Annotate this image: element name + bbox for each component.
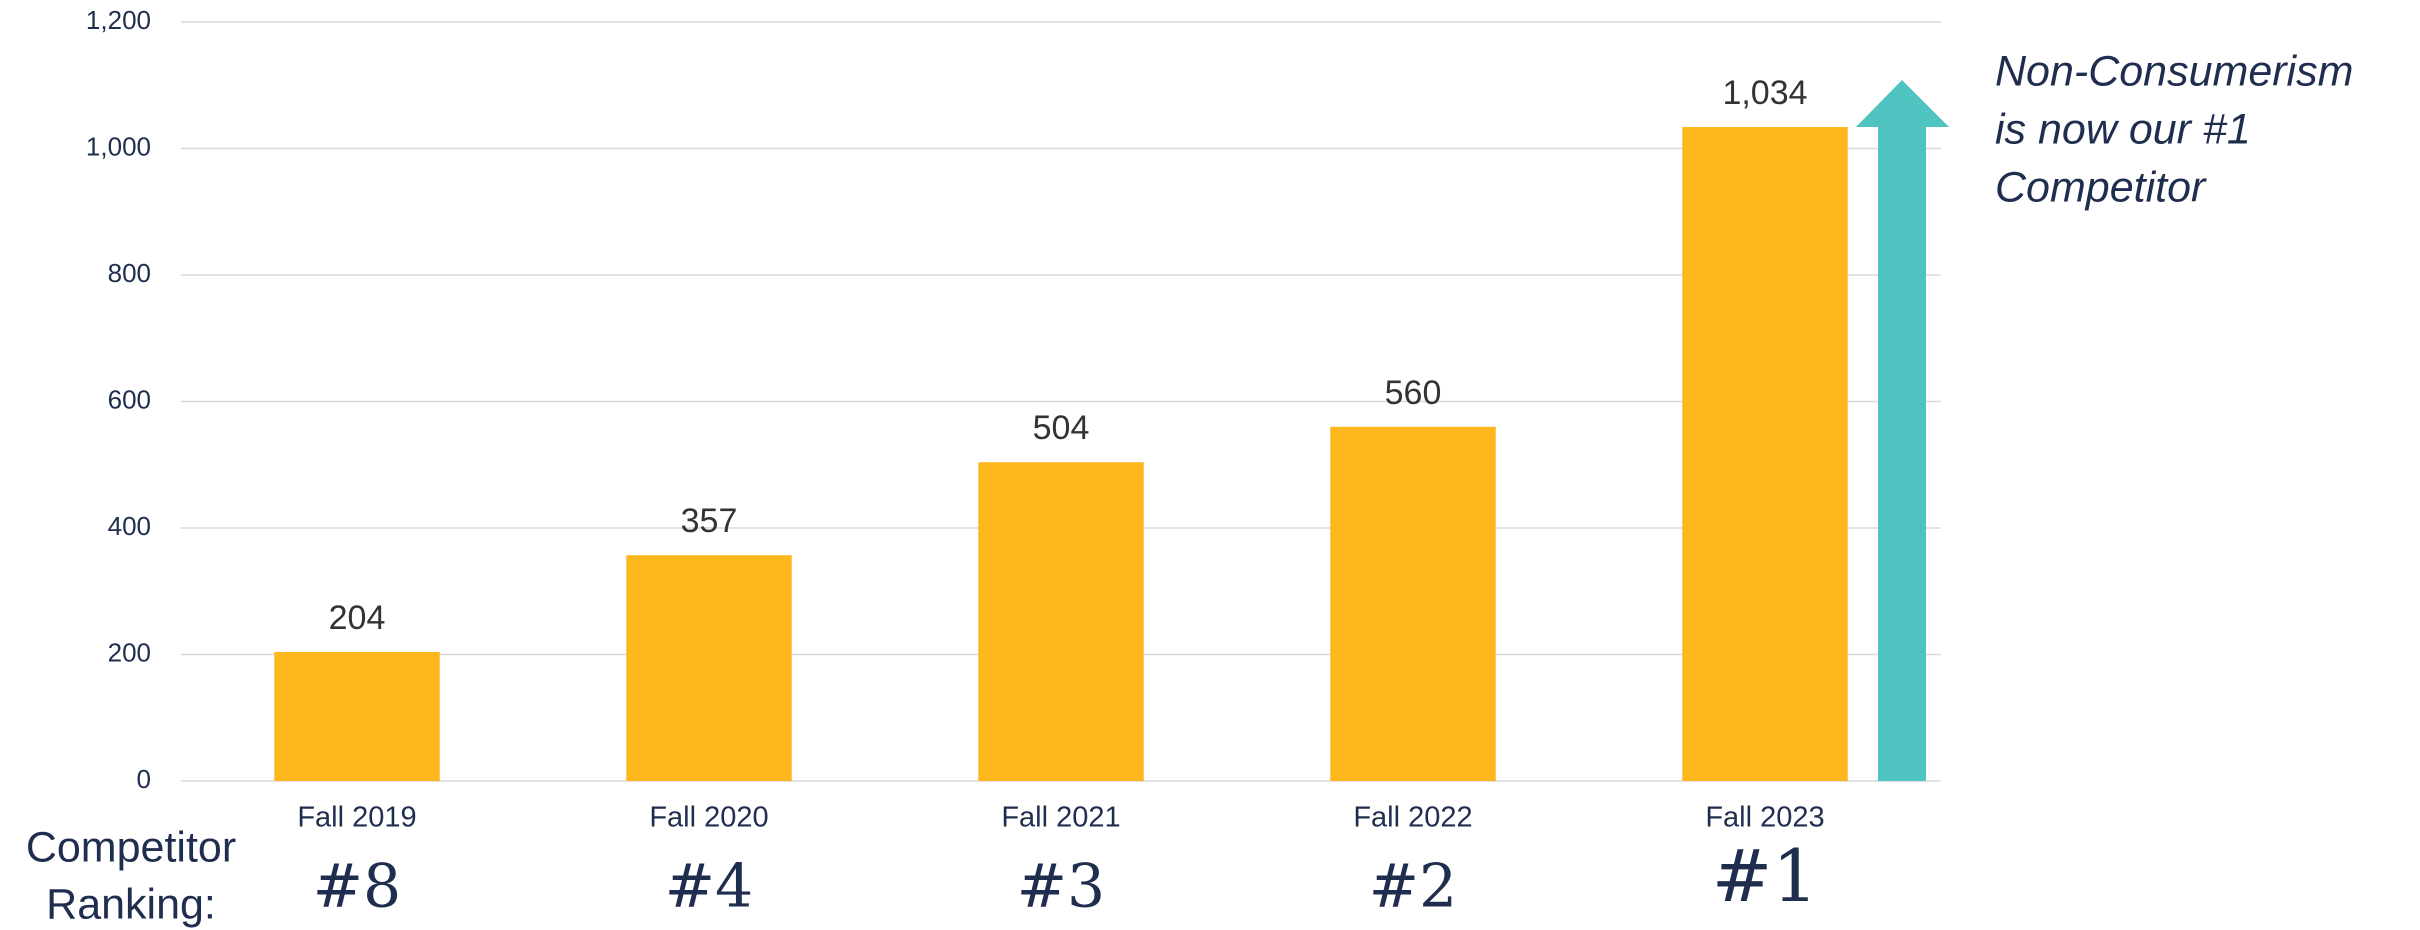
value-label: 1,034 <box>1722 74 1807 112</box>
y-tick-label: 0 <box>137 764 151 794</box>
value-label: 560 <box>1385 374 1442 412</box>
value-label: 204 <box>329 599 386 637</box>
rankings-label: Competitor <box>26 823 236 871</box>
annotation: is now our #1 <box>1995 105 2251 153</box>
y-tick-label: 1,200 <box>86 5 151 35</box>
bar <box>626 555 792 781</box>
ranking: #3 <box>1017 852 1105 922</box>
y-tick-label: 200 <box>108 637 151 667</box>
ranking: #4 <box>665 852 753 922</box>
y-tick-label: 400 <box>108 511 151 541</box>
bar <box>1682 126 1848 782</box>
ranking: #8 <box>313 852 401 922</box>
bar <box>274 651 440 781</box>
annotation: Competitor <box>1995 163 2207 211</box>
value-label: 504 <box>1033 409 1090 447</box>
growth-arrow <box>1856 80 1949 781</box>
ranking: #2 <box>1369 852 1457 922</box>
x-tick-label: Fall 2022 <box>1353 802 1472 834</box>
x-tick-label: Fall 2023 <box>1705 802 1824 834</box>
annotation: Non-Consumerism <box>1995 47 2353 95</box>
value-label: 357 <box>681 502 738 540</box>
ranking: #1 <box>1712 834 1818 918</box>
rankings-label: Ranking: <box>46 880 216 928</box>
bar <box>1330 426 1496 781</box>
y-tick-label: 600 <box>108 384 151 414</box>
x-tick-label: Fall 2020 <box>649 802 768 834</box>
y-tick-label: 1,000 <box>86 131 151 161</box>
x-tick-label: Fall 2019 <box>297 802 416 834</box>
bar <box>978 462 1144 781</box>
y-tick-label: 800 <box>108 258 151 288</box>
x-tick-label: Fall 2021 <box>1001 802 1120 834</box>
